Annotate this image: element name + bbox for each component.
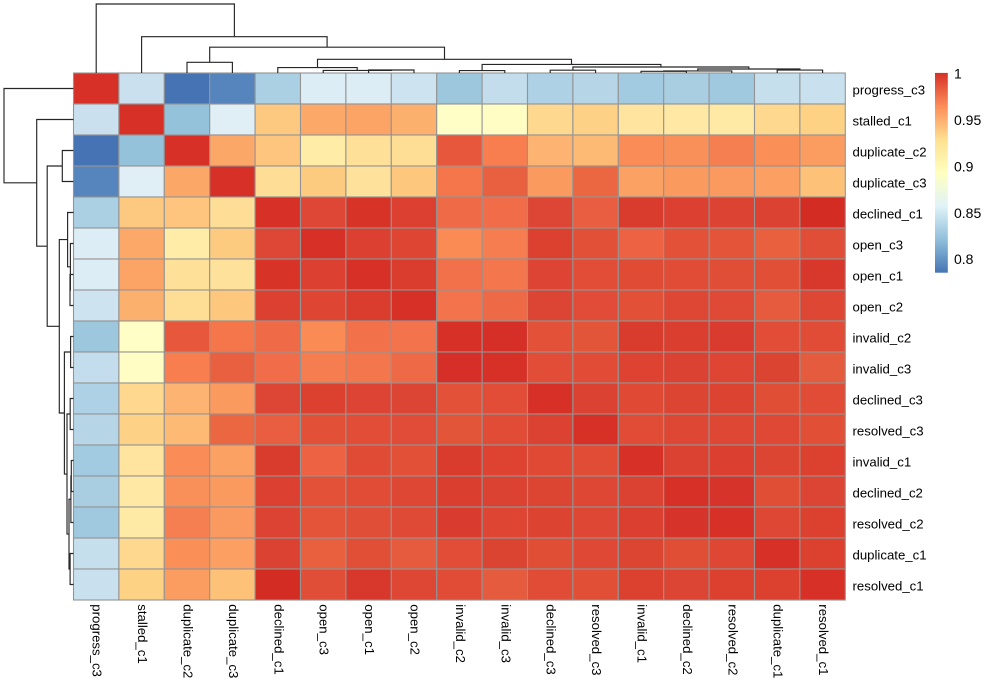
svg-text:stalled_c1: stalled_c1 (135, 604, 150, 663)
svg-text:open_c1: open_c1 (853, 269, 904, 284)
svg-text:0.8: 0.8 (954, 251, 974, 267)
svg-text:invalid_c3: invalid_c3 (498, 604, 513, 663)
svg-text:declined_c2: declined_c2 (853, 486, 923, 501)
svg-text:duplicate_c3: duplicate_c3 (853, 176, 927, 191)
svg-text:resolved_c2: resolved_c2 (725, 604, 740, 675)
svg-text:duplicate_c2: duplicate_c2 (853, 145, 927, 160)
svg-text:invalid_c1: invalid_c1 (635, 604, 650, 663)
svg-text:declined_c3: declined_c3 (544, 604, 559, 674)
svg-text:duplicate_c3: duplicate_c3 (226, 604, 241, 678)
svg-text:declined_c1: declined_c1 (271, 604, 286, 674)
svg-text:resolved_c2: resolved_c2 (853, 517, 924, 532)
svg-text:open_c1: open_c1 (362, 604, 377, 655)
svg-text:open_c3: open_c3 (317, 604, 332, 655)
svg-text:open_c3: open_c3 (853, 238, 904, 253)
svg-text:duplicate_c1: duplicate_c1 (853, 548, 927, 563)
svg-text:duplicate_c1: duplicate_c1 (771, 604, 786, 678)
svg-text:declined_c2: declined_c2 (680, 604, 695, 674)
svg-text:resolved_c3: resolved_c3 (589, 604, 604, 675)
svg-text:invalid_c1: invalid_c1 (853, 455, 912, 470)
svg-text:invalid_c2: invalid_c2 (853, 331, 912, 346)
svg-text:progress_c3: progress_c3 (853, 83, 926, 98)
svg-text:invalid_c3: invalid_c3 (853, 362, 912, 377)
svg-text:0.9: 0.9 (954, 159, 974, 175)
svg-text:open_c2: open_c2 (408, 604, 423, 655)
svg-text:invalid_c2: invalid_c2 (453, 604, 468, 663)
svg-text:resolved_c3: resolved_c3 (853, 424, 924, 439)
svg-text:declined_c3: declined_c3 (853, 393, 923, 408)
svg-text:0.85: 0.85 (954, 205, 981, 221)
svg-text:0.95: 0.95 (954, 112, 981, 128)
svg-text:resolved_c1: resolved_c1 (853, 579, 924, 594)
svg-text:resolved_c1: resolved_c1 (816, 604, 831, 675)
svg-text:open_c2: open_c2 (853, 300, 904, 315)
svg-text:1: 1 (954, 66, 962, 82)
svg-text:declined_c1: declined_c1 (853, 207, 923, 222)
svg-text:duplicate_c2: duplicate_c2 (181, 604, 196, 678)
svg-text:progress_c3: progress_c3 (90, 604, 105, 677)
svg-text:stalled_c1: stalled_c1 (853, 114, 912, 129)
